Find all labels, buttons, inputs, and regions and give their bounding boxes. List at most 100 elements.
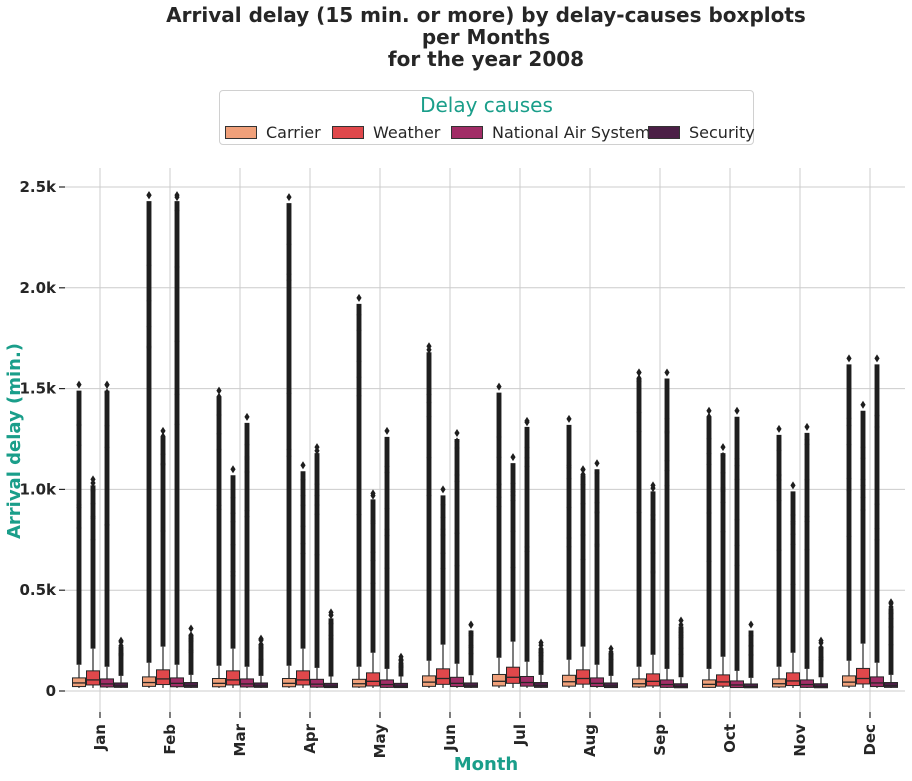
- outlier-point: [748, 651, 754, 660]
- outlier-point: [244, 467, 250, 476]
- outlier-point: [454, 444, 460, 453]
- outlier-point: [524, 547, 530, 556]
- outlier-point: [888, 622, 894, 631]
- outlier-point: [384, 564, 390, 573]
- outlier-point: [706, 460, 712, 469]
- box-body: [156, 669, 170, 686]
- x-tick-label: Feb: [161, 724, 179, 755]
- outlier-point: [244, 506, 250, 515]
- outlier-point: [580, 470, 586, 479]
- box-security-jan: [114, 636, 128, 688]
- outlier-max-point: [496, 382, 502, 391]
- outlier-point: [90, 486, 96, 495]
- outlier-max-point: [790, 481, 796, 490]
- box-body: [590, 677, 604, 688]
- legend-label-national-air-system: National Air System: [492, 122, 651, 142]
- outlier-point: [720, 498, 726, 507]
- y-tick-label: 1.5k: [19, 380, 57, 398]
- y-tick-label: 1.0k: [19, 480, 57, 498]
- y-tick-label: 2.5k: [19, 178, 57, 196]
- box-carrier-nov: [772, 424, 786, 688]
- box-weather-nov: [786, 481, 800, 688]
- outlier-point: [356, 373, 362, 382]
- outlier-max-point: [804, 422, 810, 431]
- outlier-point: [440, 513, 446, 522]
- outlier-point: [188, 631, 194, 640]
- legend-swatch-carrier: [225, 125, 257, 139]
- outlier-point: [860, 493, 866, 502]
- outlier-point: [230, 509, 236, 518]
- box-body: [786, 672, 800, 687]
- box-carrier-oct: [702, 406, 716, 688]
- outlier-point: [720, 484, 726, 493]
- outlier-point: [300, 475, 306, 484]
- outlier-point: [594, 469, 600, 478]
- outlier-point: [384, 531, 390, 540]
- outlier-point: [384, 462, 390, 471]
- outlier-point: [706, 557, 712, 566]
- outlier-point: [678, 620, 684, 629]
- outlier-point: [146, 322, 152, 331]
- outlier-point: [734, 561, 740, 570]
- outlier-point: [566, 534, 572, 543]
- box-national-air-system-oct: [730, 406, 744, 689]
- outlier-point: [216, 392, 222, 401]
- outlier-max-point: [636, 368, 642, 377]
- outlier-point: [678, 633, 684, 642]
- outlier-point: [804, 475, 810, 484]
- outlier-point: [538, 651, 544, 660]
- outlier-max-point: [90, 475, 96, 484]
- outlier-point: [636, 374, 642, 383]
- box-carrier-jan: [72, 380, 86, 688]
- box-security-may: [394, 652, 408, 689]
- outlier-point: [664, 427, 670, 436]
- outlier-point: [804, 517, 810, 526]
- outlier-point: [888, 609, 894, 618]
- box-national-air-system-jun: [450, 428, 464, 688]
- box-body: [422, 675, 436, 687]
- legend-label-carrier: Carrier: [266, 122, 321, 142]
- box-security-jul: [534, 638, 548, 688]
- outlier-max-point: [566, 414, 572, 423]
- box-carrier-feb: [142, 191, 156, 688]
- box-body: [394, 682, 408, 689]
- box-body: [576, 669, 590, 685]
- outlier-max-point: [860, 400, 866, 409]
- outlier-point: [230, 540, 236, 549]
- box-national-air-system-mar: [240, 412, 254, 688]
- box-security-dec: [884, 598, 898, 688]
- box-body: [450, 676, 464, 688]
- outlier-point: [860, 454, 866, 463]
- outlier-max-point: [384, 426, 390, 435]
- box-carrier-aug: [562, 414, 576, 688]
- outlier-point: [538, 657, 544, 666]
- outlier-point: [636, 427, 642, 436]
- x-tick-label: Aug: [581, 724, 599, 757]
- legend-label-security: Security: [689, 122, 755, 142]
- outlier-point: [440, 564, 446, 573]
- outlier-max-point: [146, 191, 152, 200]
- box-weather-jul: [506, 453, 520, 688]
- outlier-point: [258, 655, 264, 664]
- box-body: [534, 682, 548, 688]
- outlier-point: [734, 475, 740, 484]
- outlier-point: [370, 556, 376, 565]
- outlier-max-point: [314, 443, 320, 452]
- outlier-point: [384, 468, 390, 477]
- outlier-point: [468, 643, 474, 652]
- outlier-max-point: [426, 342, 432, 351]
- box-carrier-jul: [492, 382, 506, 688]
- legend-item-security: Security: [648, 122, 755, 142]
- outlier-point: [580, 480, 586, 489]
- outlier-point: [314, 550, 320, 559]
- box-national-air-system-aug: [590, 459, 604, 688]
- outlier-max-point: [888, 598, 894, 607]
- box-body: [184, 682, 198, 688]
- outlier-point: [888, 614, 894, 623]
- y-tick-label: 2.0k: [19, 279, 57, 297]
- outlier-point: [440, 530, 446, 539]
- outlier-point: [748, 631, 754, 640]
- outlier-point: [230, 517, 236, 526]
- outlier-point: [524, 543, 530, 552]
